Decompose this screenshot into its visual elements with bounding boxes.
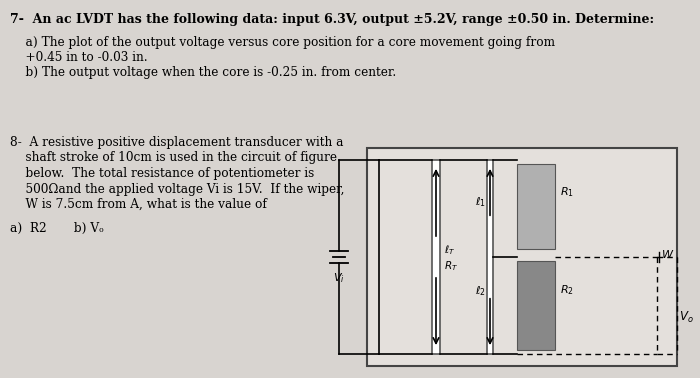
- Text: +0.45 in to -0.03 in.: +0.45 in to -0.03 in.: [10, 51, 148, 64]
- Bar: [487, 160, 493, 354]
- Bar: [517, 164, 555, 249]
- Text: $R_1$: $R_1$: [560, 185, 574, 199]
- Text: 8-  A resistive positive displacement transducer with a: 8- A resistive positive displacement tra…: [10, 136, 344, 149]
- Text: $R_T$: $R_T$: [444, 259, 458, 273]
- Text: $W$: $W$: [661, 248, 674, 260]
- Text: $V_i$: $V_i$: [333, 271, 345, 285]
- Text: $R_2$: $R_2$: [560, 283, 574, 297]
- Text: $\ell_1$: $\ell_1$: [475, 195, 486, 209]
- Text: $\ell_2$: $\ell_2$: [475, 284, 486, 298]
- Text: $\ell_T$: $\ell_T$: [444, 243, 456, 257]
- Text: a)  R2       b) Vₒ: a) R2 b) Vₒ: [10, 222, 104, 234]
- Text: shaft stroke of 10cm is used in the circuit of figure: shaft stroke of 10cm is used in the circ…: [10, 152, 337, 164]
- Text: b) The output voltage when the core is -0.25 in. from center.: b) The output voltage when the core is -…: [10, 66, 396, 79]
- Text: 500Ωand the applied voltage Vi is 15V.  If the wiper,: 500Ωand the applied voltage Vi is 15V. I…: [10, 183, 344, 195]
- Bar: [432, 160, 440, 354]
- Text: W is 7.5cm from A, what is the value of: W is 7.5cm from A, what is the value of: [10, 198, 267, 211]
- Text: 7-  An ac LVDT has the following data: input 6.3V, output ±5.2V, range ±0.50 in.: 7- An ac LVDT has the following data: in…: [10, 13, 654, 26]
- Text: $V_o$: $V_o$: [679, 310, 694, 325]
- Bar: [367, 148, 677, 366]
- Text: a) The plot of the output voltage versus core position for a core movement going: a) The plot of the output voltage versus…: [10, 36, 555, 49]
- Bar: [517, 261, 555, 350]
- Text: below.  The total resistance of potentiometer is: below. The total resistance of potentiom…: [10, 167, 314, 180]
